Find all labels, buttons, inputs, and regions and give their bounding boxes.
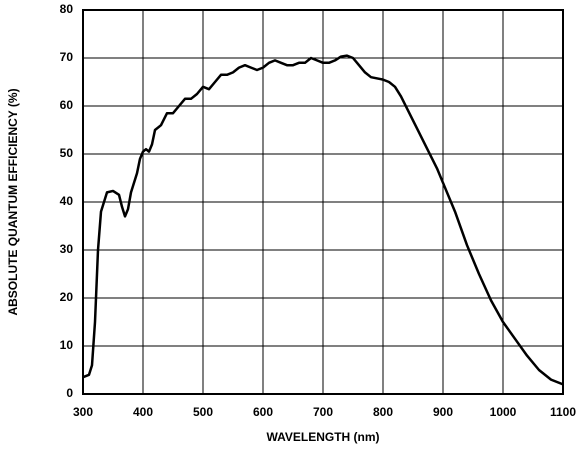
y-tick-label: 30 — [60, 242, 74, 256]
y-tick-label: 20 — [60, 290, 74, 304]
x-tick-label: 1000 — [490, 405, 517, 419]
x-tick-label: 400 — [133, 405, 153, 419]
y-tick-label: 80 — [60, 2, 74, 16]
y-tick-label: 0 — [66, 386, 73, 400]
y-tick-label: 70 — [60, 50, 74, 64]
y-tick-label: 10 — [60, 338, 74, 352]
x-tick-label: 600 — [253, 405, 273, 419]
y-tick-label: 50 — [60, 146, 74, 160]
x-axis-label: WAVELENGTH (nm) — [266, 430, 379, 444]
y-tick-label: 60 — [60, 98, 74, 112]
x-tick-label: 300 — [73, 405, 93, 419]
x-tick-label: 900 — [433, 405, 453, 419]
y-tick-label: 40 — [60, 194, 74, 208]
x-tick-label: 1100 — [550, 405, 576, 419]
y-axis-label: ABSOLUTE QUANTUM EFFICIENCY (%) — [6, 88, 20, 315]
x-tick-label: 800 — [373, 405, 393, 419]
x-tick-label: 700 — [313, 405, 333, 419]
line — [82, 54, 564, 386]
x-tick-label: 500 — [193, 405, 213, 419]
plot-border — [82, 9, 564, 395]
